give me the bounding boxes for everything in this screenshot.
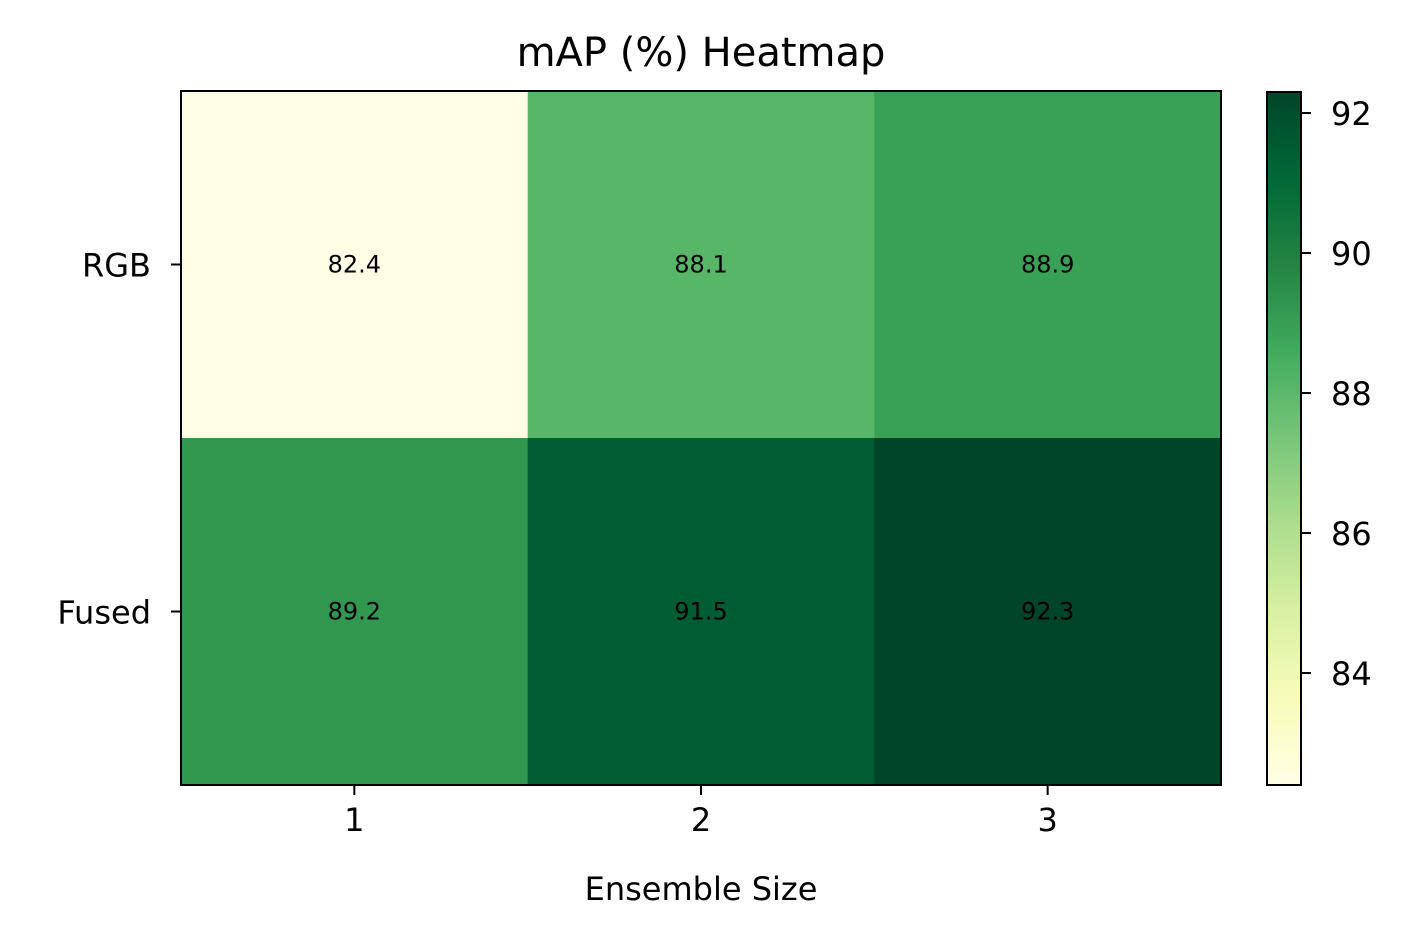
- cell-value-label: 88.1: [674, 251, 727, 279]
- heatmap-cell-labels: 82.4 88.1 88.9 89.2 91.5 92.3: [328, 251, 1075, 626]
- colorbar-tick-label: 92: [1331, 95, 1372, 133]
- cell-value-label: 91.5: [674, 598, 727, 626]
- y-tick-label: Fused: [57, 594, 151, 632]
- heatmap-cell: [181, 91, 529, 439]
- colorbar: [1266, 91, 1302, 786]
- heatmap-cell: [181, 438, 529, 786]
- colorbar-ticks: 84 86 88 90 92: [1301, 95, 1372, 693]
- cell-value-label: 88.9: [1021, 251, 1074, 279]
- cell-value-label: 82.4: [328, 251, 381, 279]
- heatmap-cell: [527, 438, 875, 786]
- colorbar-tick-label: 84: [1331, 655, 1372, 693]
- x-tick-label: 1: [344, 801, 364, 839]
- x-axis-label: Ensemble Size: [585, 870, 818, 908]
- cell-value-label: 89.2: [328, 598, 381, 626]
- colorbar-tick-label: 86: [1331, 515, 1372, 553]
- x-axis-ticks: 1 2 3: [344, 785, 1058, 839]
- x-tick-label: 2: [691, 801, 711, 839]
- heatmap-cell: [874, 438, 1222, 786]
- colorbar-tick-label: 90: [1331, 235, 1372, 273]
- y-axis-ticks: RGB Fused: [57, 247, 181, 632]
- y-tick-label: RGB: [82, 247, 151, 285]
- cell-value-label: 92.3: [1021, 598, 1074, 626]
- heatmap-cell: [527, 91, 875, 439]
- colorbar-tick-label: 88: [1331, 375, 1372, 413]
- chart-title: mAP (%) Heatmap: [517, 30, 886, 76]
- x-tick-label: 3: [1037, 801, 1057, 839]
- heatmap-cell: [874, 91, 1222, 439]
- heatmap-cells: [181, 91, 1222, 786]
